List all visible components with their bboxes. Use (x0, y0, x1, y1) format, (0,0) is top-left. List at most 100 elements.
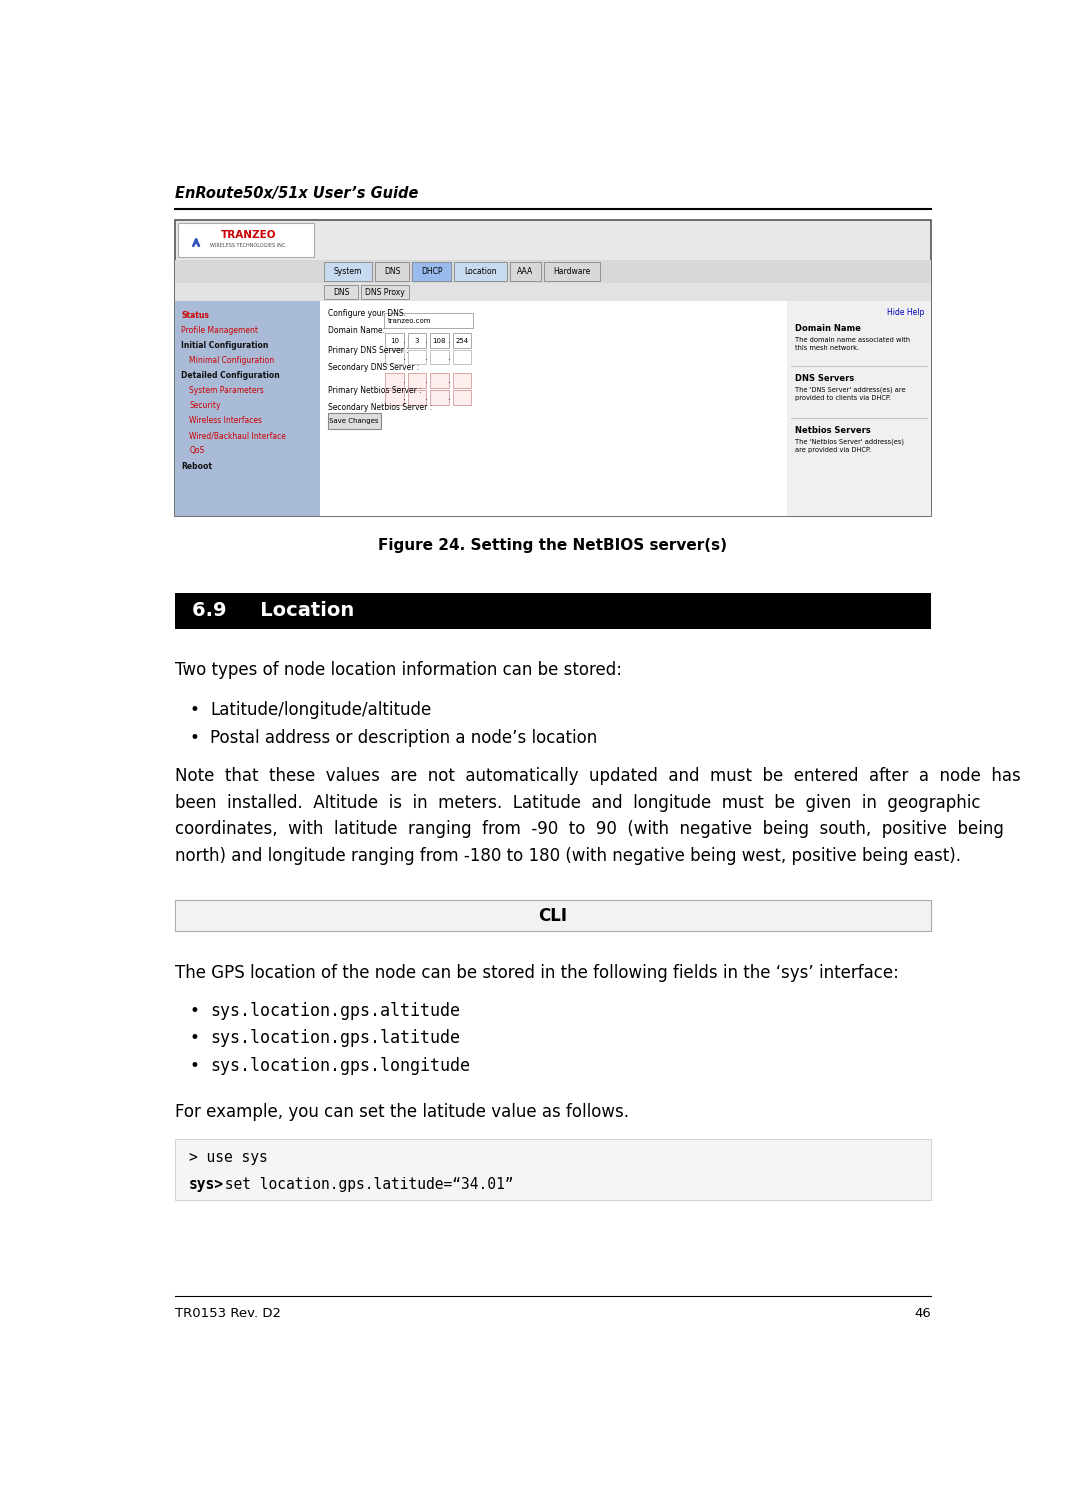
Text: CLI: CLI (538, 907, 568, 924)
Text: Netbios Servers: Netbios Servers (795, 426, 871, 435)
FancyBboxPatch shape (452, 332, 472, 347)
FancyBboxPatch shape (408, 391, 426, 404)
Text: Primary Netbios Server :: Primary Netbios Server : (328, 386, 422, 395)
Text: .: . (402, 392, 406, 401)
Text: For example, you can set the latitude value as follows.: For example, you can set the latitude va… (175, 1103, 629, 1121)
FancyBboxPatch shape (408, 373, 426, 388)
FancyBboxPatch shape (408, 350, 426, 364)
Text: DHCP: DHCP (421, 267, 442, 276)
Text: Two types of node location information can be stored:: Two types of node location information c… (175, 661, 623, 678)
FancyBboxPatch shape (385, 391, 404, 404)
FancyBboxPatch shape (375, 262, 409, 280)
Text: DNS: DNS (332, 288, 350, 297)
Text: 108: 108 (433, 337, 447, 343)
Text: Note  that  these  values  are  not  automatically  updated  and  must  be  ente: Note that these values are not automatic… (175, 768, 1021, 786)
Text: .: . (402, 376, 406, 385)
FancyBboxPatch shape (328, 413, 381, 429)
FancyBboxPatch shape (385, 373, 404, 388)
Text: Minimal Configuration: Minimal Configuration (189, 356, 274, 365)
FancyBboxPatch shape (408, 332, 426, 347)
Text: Profile Management: Profile Management (181, 327, 258, 335)
Text: System Parameters: System Parameters (189, 386, 264, 395)
FancyBboxPatch shape (178, 222, 314, 256)
FancyBboxPatch shape (385, 350, 404, 364)
Text: sys.location.gps.altitude: sys.location.gps.altitude (210, 1002, 460, 1020)
Text: The 'Netbios Server' address(es)
are provided via DHCP.: The 'Netbios Server' address(es) are pro… (795, 438, 904, 453)
Text: Security: Security (189, 401, 220, 410)
Text: DNS: DNS (384, 267, 400, 276)
Text: Save Changes: Save Changes (329, 419, 379, 425)
FancyBboxPatch shape (510, 262, 541, 280)
Text: Hardware: Hardware (554, 267, 590, 276)
Text: TR0153 Rev. D2: TR0153 Rev. D2 (175, 1308, 282, 1320)
FancyBboxPatch shape (431, 332, 449, 347)
Text: QoS: QoS (189, 446, 204, 455)
FancyBboxPatch shape (431, 391, 449, 404)
Text: .: . (425, 335, 428, 344)
Text: Secondary Netbios Server :: Secondary Netbios Server : (328, 403, 432, 412)
Text: System: System (333, 267, 363, 276)
FancyBboxPatch shape (452, 350, 472, 364)
Text: AAA: AAA (517, 267, 534, 276)
Text: Location: Location (464, 267, 496, 276)
Text: .: . (448, 335, 451, 344)
FancyBboxPatch shape (175, 901, 931, 932)
Text: Figure 24. Setting the NetBIOS server(s): Figure 24. Setting the NetBIOS server(s) (379, 538, 727, 553)
Text: .: . (425, 353, 428, 362)
FancyBboxPatch shape (320, 301, 788, 516)
FancyBboxPatch shape (175, 1139, 931, 1200)
FancyBboxPatch shape (544, 262, 600, 280)
Text: WIRELESS TECHNOLOGIES INC.: WIRELESS TECHNOLOGIES INC. (210, 243, 287, 248)
Text: Configure your DNS.: Configure your DNS. (328, 309, 406, 318)
Text: .: . (402, 353, 406, 362)
FancyBboxPatch shape (324, 262, 372, 280)
FancyBboxPatch shape (788, 301, 931, 516)
FancyBboxPatch shape (452, 373, 472, 388)
Text: Initial Configuration: Initial Configuration (181, 341, 269, 350)
Text: •: • (189, 1057, 199, 1075)
Text: Postal address or description a node’s location: Postal address or description a node’s l… (210, 729, 598, 747)
FancyBboxPatch shape (384, 313, 473, 328)
FancyBboxPatch shape (361, 285, 409, 300)
FancyBboxPatch shape (175, 301, 320, 516)
Text: .: . (448, 392, 451, 401)
FancyBboxPatch shape (175, 283, 931, 301)
Text: 254: 254 (455, 337, 468, 343)
Text: Reboot: Reboot (181, 462, 213, 471)
Text: •: • (189, 1029, 199, 1047)
Text: .: . (425, 376, 428, 385)
Text: EnRoute50x/51x User’s Guide: EnRoute50x/51x User’s Guide (175, 186, 419, 201)
Text: .: . (448, 376, 451, 385)
FancyBboxPatch shape (175, 219, 931, 516)
FancyBboxPatch shape (452, 391, 472, 404)
Text: Detailed Configuration: Detailed Configuration (181, 371, 281, 380)
Text: sys.location.gps.latitude: sys.location.gps.latitude (210, 1029, 460, 1047)
Text: sys.location.gps.longitude: sys.location.gps.longitude (210, 1057, 470, 1075)
Text: Hide Help: Hide Help (887, 307, 925, 316)
Text: .: . (402, 335, 406, 344)
Text: •: • (189, 1002, 199, 1020)
Text: TRANZEO: TRANZEO (221, 230, 276, 240)
Text: set location.gps.latitude=“34.01”: set location.gps.latitude=“34.01” (216, 1178, 514, 1193)
Text: north) and longitude ranging from -180 to 180 (with negative being west, positiv: north) and longitude ranging from -180 t… (175, 847, 961, 865)
Text: The 'DNS Server' address(es) are
provided to clients via DHCP.: The 'DNS Server' address(es) are provide… (795, 386, 905, 401)
Text: 3: 3 (414, 337, 420, 343)
Text: Domain Name: Domain Name (795, 325, 861, 334)
FancyBboxPatch shape (175, 593, 931, 629)
Text: Domain Name:: Domain Name: (328, 327, 385, 335)
Text: DNS Proxy: DNS Proxy (366, 288, 405, 297)
Text: > use sys: > use sys (189, 1150, 268, 1164)
FancyBboxPatch shape (431, 373, 449, 388)
Text: Latitude/longitude/altitude: Latitude/longitude/altitude (210, 701, 432, 719)
Text: .: . (425, 392, 428, 401)
Text: The domain name associated with
this mesh network.: The domain name associated with this mes… (795, 337, 911, 350)
Text: •: • (189, 729, 199, 747)
Text: tranzeo.com: tranzeo.com (387, 318, 431, 324)
Text: DNS Servers: DNS Servers (795, 374, 855, 383)
Text: The GPS location of the node can be stored in the following fields in the ‘sys’ : The GPS location of the node can be stor… (175, 963, 899, 981)
Text: Wireless Interfaces: Wireless Interfaces (189, 416, 262, 425)
Text: Status: Status (181, 312, 209, 321)
Text: 46: 46 (914, 1308, 931, 1320)
FancyBboxPatch shape (412, 262, 451, 280)
Text: Primary DNS Server :: Primary DNS Server : (328, 346, 409, 355)
